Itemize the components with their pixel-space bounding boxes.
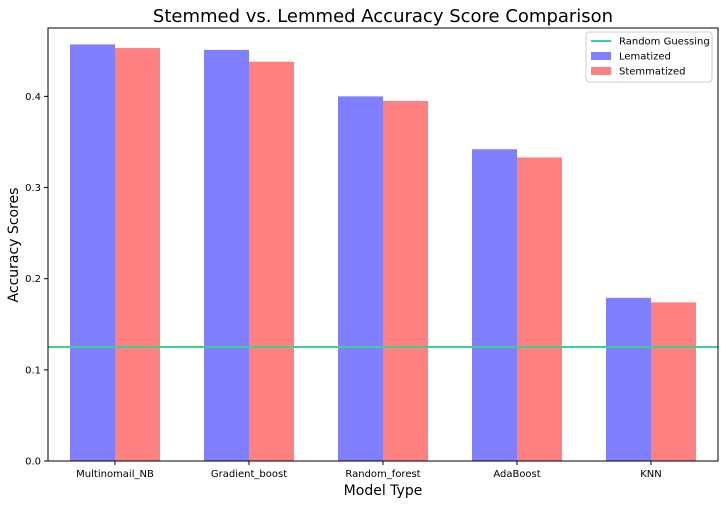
bar-lematized-adaboost xyxy=(472,149,517,462)
chart-title: Stemmed vs. Lemmed Accuracy Score Compar… xyxy=(153,6,613,27)
legend-label-lematized: Lematized xyxy=(619,52,671,63)
bar-lematized-multinomail-nb xyxy=(70,44,115,462)
x-tick-label: AdaBoost xyxy=(493,469,540,480)
bar-stemmatized-adaboost xyxy=(517,157,562,461)
y-axis-label: Accuracy Scores xyxy=(6,188,22,303)
x-tick-label: KNN xyxy=(640,469,662,480)
bar-lematized-knn xyxy=(606,297,651,461)
y-tick-label: 0.1 xyxy=(25,365,41,376)
legend-label-random-guessing: Random Guessing xyxy=(619,37,710,48)
legend: Random Guessing Lematized Stemmatized xyxy=(585,31,713,83)
x-tick-label: Random_forest xyxy=(345,469,420,480)
bar-stemmatized-random-forest xyxy=(383,100,428,461)
legend-swatch-lematized xyxy=(591,52,611,60)
bar-stemmatized-gradient-boost xyxy=(249,61,294,461)
bar-stemmatized-knn xyxy=(651,302,696,461)
bar-stemmatized-multinomail-nb xyxy=(115,48,160,461)
x-tick-label: Gradient_boost xyxy=(211,469,287,480)
bar-lematized-gradient-boost xyxy=(204,49,249,461)
legend-label-stemmatized: Stemmatized xyxy=(619,67,685,78)
y-tick-label: 0.4 xyxy=(25,92,41,103)
y-tick-label: 0.2 xyxy=(25,274,41,285)
plot-area: 0.0 0.1 0.2 0.3 0.4 Multinomail_NB Gradient_bo… xyxy=(25,27,719,480)
bar-lematized-random-forest xyxy=(338,96,383,462)
y-tick-label: 0.3 xyxy=(25,183,41,194)
x-tick-label: Multinomail_NB xyxy=(76,469,154,480)
legend-box xyxy=(585,31,713,83)
y-tick-label: 0.0 xyxy=(25,457,41,468)
x-axis-label: Model Type xyxy=(344,483,423,499)
legend-swatch-stemmatized xyxy=(591,67,611,75)
